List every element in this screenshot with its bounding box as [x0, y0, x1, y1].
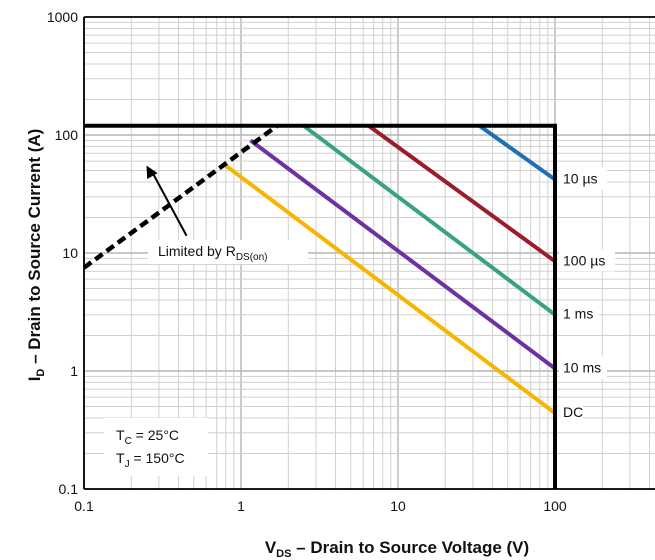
- series-label-bg: [559, 401, 583, 424]
- grid: [83, 16, 655, 490]
- series-label: 10 ms: [563, 359, 601, 375]
- series-label-bg: [559, 356, 607, 379]
- rds-label-bg: [148, 240, 308, 264]
- x-tick-label: 10: [390, 498, 406, 514]
- series-label: DC: [563, 404, 583, 420]
- series-label: 1 ms: [563, 306, 593, 322]
- annotations: Limited by RDS(on) TC = 25°C TJ = 150°C: [104, 240, 308, 476]
- series-line: [478, 124, 557, 182]
- series-label-bg: [559, 249, 615, 272]
- soa-boundary-line: [84, 123, 557, 489]
- series-label-bg: [559, 167, 607, 190]
- x-tick-label: 0.1: [74, 498, 94, 514]
- y-tick-label: 1000: [47, 9, 78, 25]
- y-tick-label: 1: [70, 363, 78, 379]
- y-axis-title: ID – Drain to Source Current (A): [25, 129, 47, 382]
- condition-annotation: TC = 25°C: [116, 427, 179, 447]
- y-tick-label: 0.1: [59, 481, 79, 497]
- x-tick-label: 100: [543, 498, 567, 514]
- rds-arrow-shaft: [151, 172, 188, 237]
- axes: [83, 16, 655, 490]
- series-line: [367, 124, 557, 263]
- rds-limit-line: [82, 123, 279, 270]
- y-tick-label: 100: [55, 127, 79, 143]
- x-axis-title: VDS – Drain to Source Voltage (V): [265, 538, 529, 560]
- tick-labels: 0.1 1 10 100 0.1 1 10 100 1000: [47, 9, 567, 514]
- rds-limit-label: Limited by RDS(on): [158, 243, 268, 263]
- series-label: 100 µs: [563, 252, 605, 268]
- conditions-bg: [104, 418, 208, 476]
- curves: [82, 123, 557, 489]
- series-label-bg: [559, 302, 599, 325]
- series-label: 10 µs: [563, 170, 598, 186]
- x-tick-label: 1: [237, 498, 245, 514]
- series-line: [224, 164, 557, 415]
- series-line: [302, 124, 557, 317]
- series-labels: 10 µs 100 µs 1 ms 10 ms DC: [559, 167, 615, 424]
- y-tick-label: 10: [62, 245, 78, 261]
- series-line: [249, 138, 557, 371]
- rds-arrow-head: [146, 165, 158, 179]
- condition-annotation: TJ = 150°C: [116, 450, 185, 470]
